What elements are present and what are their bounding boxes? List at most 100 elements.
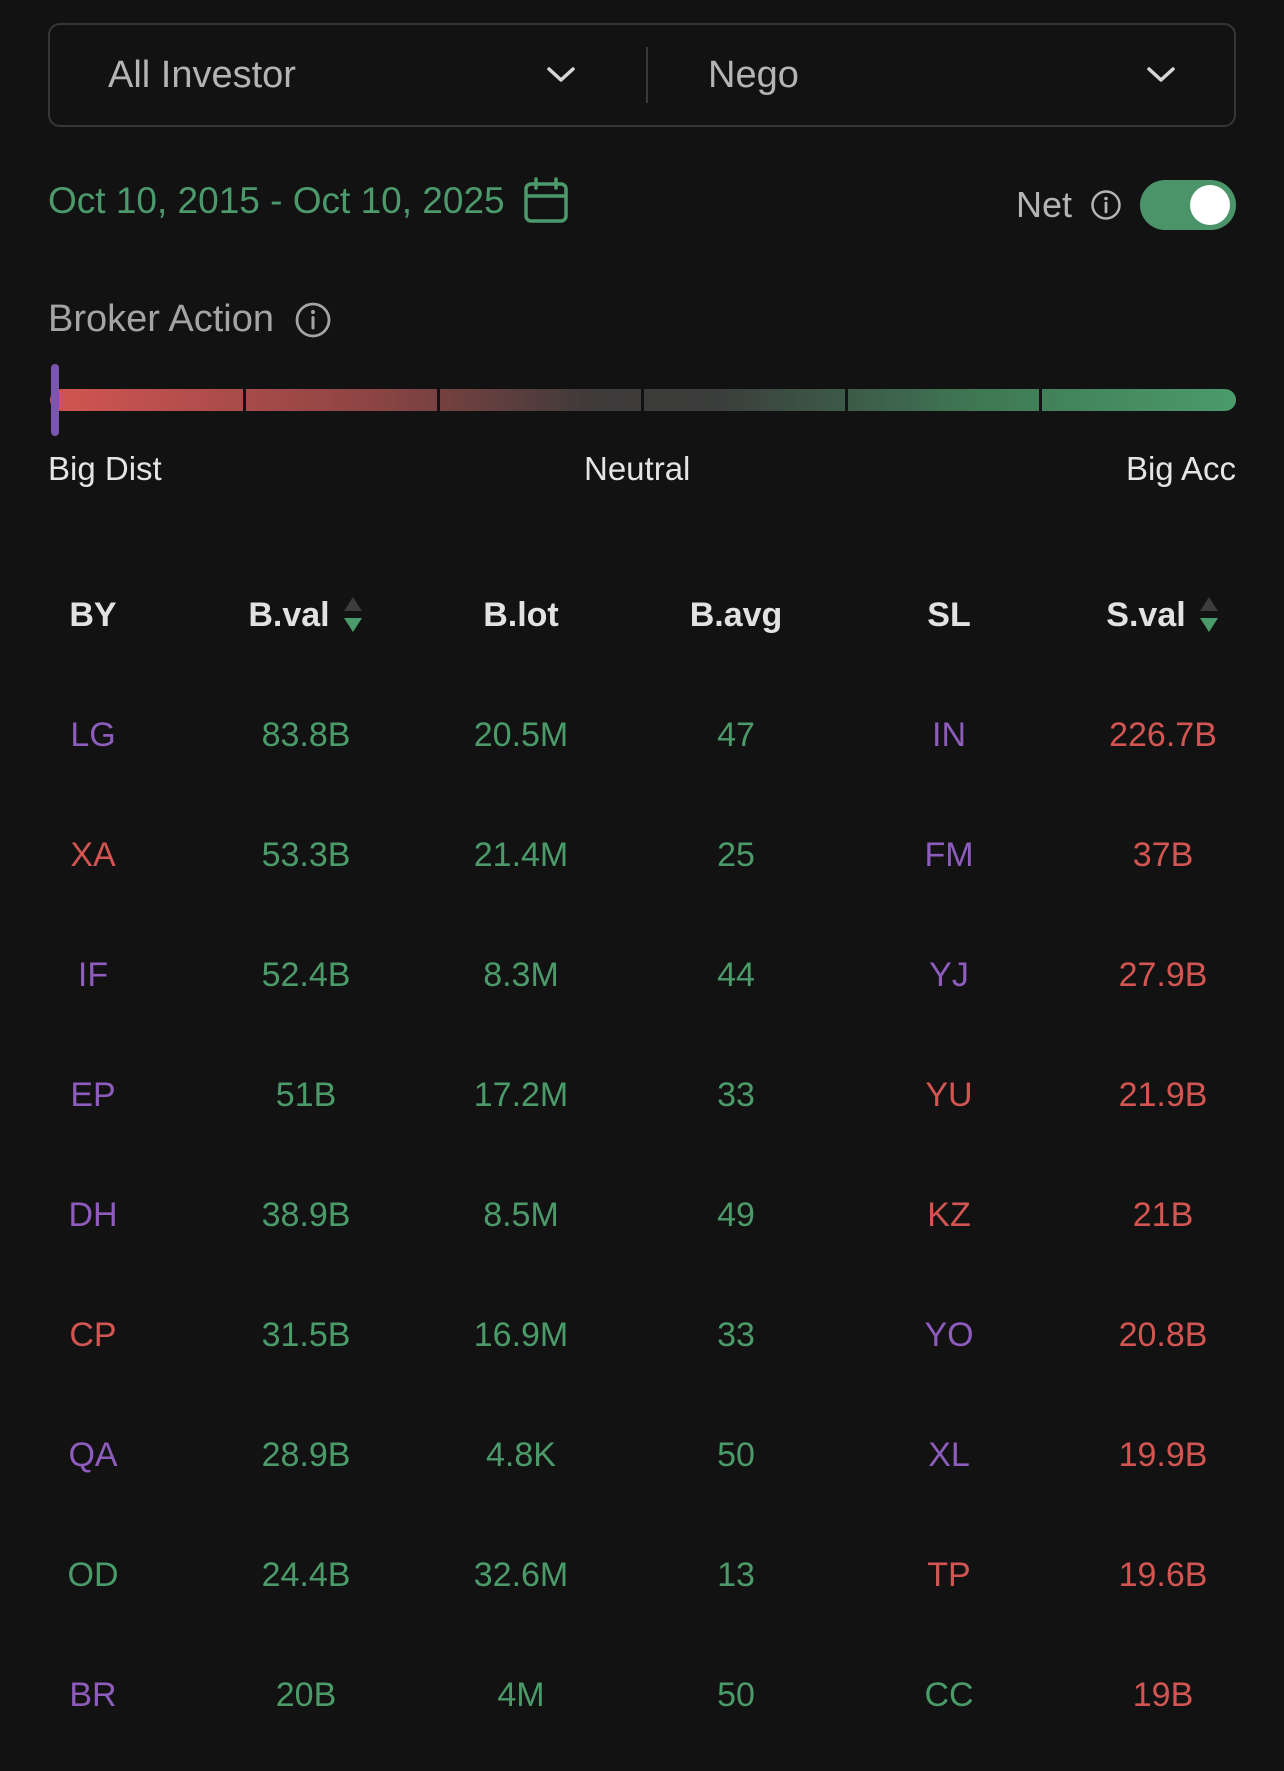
buy-average: 25 <box>717 835 755 874</box>
market-dropdown[interactable]: Nego <box>648 25 1234 125</box>
buy-lot: 4M <box>497 1675 545 1714</box>
column-header-bavg: B.avg <box>689 595 783 634</box>
sort-descending-icon[interactable] <box>342 595 364 635</box>
seller-code[interactable]: YU <box>925 1075 973 1114</box>
net-label: Net <box>1015 184 1072 225</box>
buy-average: 44 <box>717 955 755 994</box>
net-toggle[interactable] <box>1140 180 1236 230</box>
gauge-segment-divider <box>437 389 440 411</box>
seller-code[interactable]: IN <box>932 715 966 754</box>
buy-average: 47 <box>717 715 755 754</box>
sell-value: 19.6B <box>1118 1555 1208 1594</box>
buy-value: 83.8B <box>261 715 351 754</box>
buy-average: 50 <box>717 1675 755 1714</box>
buy-value: 28.9B <box>261 1435 351 1474</box>
gauge-label-big-dist: Big Dist <box>48 450 162 487</box>
gauge-segment-divider <box>1039 389 1042 411</box>
sell-value: 21.9B <box>1118 1075 1208 1114</box>
chevron-down-icon <box>1144 58 1178 92</box>
sort-descending-icon[interactable] <box>1198 595 1220 635</box>
filter-divider <box>646 47 648 103</box>
table-row[interactable]: QA 28.9B 4.8K 50 XL 19.9B <box>0 1395 1284 1515</box>
toggle-knob <box>1190 185 1230 225</box>
column-header-sval[interactable]: S.val <box>1042 555 1284 675</box>
filter-bar: All Investor Nego <box>48 23 1236 127</box>
sell-value: 37B <box>1132 835 1194 874</box>
net-control: Net <box>1016 180 1236 230</box>
investor-dropdown-label: All Investor <box>108 53 296 96</box>
gauge-indicator <box>51 364 59 436</box>
gauge-label-neutral: Neutral <box>584 450 691 487</box>
broker-summary-table: BY B.val B.lot B.avg SL S.val <box>0 555 1284 1755</box>
buyer-code[interactable]: QA <box>68 1435 118 1474</box>
buyer-code[interactable]: LG <box>70 715 116 754</box>
buy-average: 49 <box>717 1195 755 1234</box>
buyer-code[interactable]: EP <box>70 1075 116 1114</box>
buy-lot: 17.2M <box>473 1075 569 1114</box>
gauge-label-big-acc: Big Acc <box>1125 450 1236 487</box>
seller-code[interactable]: FM <box>924 835 974 874</box>
buy-lot: 21.4M <box>473 835 569 874</box>
buy-value: 31.5B <box>261 1315 351 1354</box>
calendar-icon[interactable] <box>521 176 571 226</box>
sell-value: 20.8B <box>1118 1315 1208 1354</box>
table-row[interactable]: BR 20B 4M 50 CC 19B <box>0 1635 1284 1755</box>
seller-code[interactable]: CC <box>924 1675 974 1714</box>
seller-code[interactable]: YJ <box>929 955 969 994</box>
buyer-code[interactable]: CP <box>69 1315 117 1354</box>
buy-lot: 4.8K <box>486 1435 556 1474</box>
sell-value: 226.7B <box>1109 715 1217 754</box>
sell-value: 21B <box>1132 1195 1194 1234</box>
seller-code[interactable]: KZ <box>927 1195 971 1234</box>
column-header-sval-label: S.val <box>1106 595 1186 634</box>
buy-lot: 20.5M <box>473 715 569 754</box>
buy-value: 53.3B <box>261 835 351 874</box>
seller-code[interactable]: YO <box>924 1315 974 1354</box>
market-dropdown-label: Nego <box>708 53 799 96</box>
table-row[interactable]: EP 51B 17.2M 33 YU 21.9B <box>0 1035 1284 1155</box>
buyer-code[interactable]: BR <box>69 1675 117 1714</box>
table-row[interactable]: DH 38.9B 8.5M 49 KZ 21B <box>0 1155 1284 1275</box>
gauge-segment-divider <box>243 389 246 411</box>
table-row[interactable]: XA 53.3B 21.4M 25 FM 37B <box>0 795 1284 915</box>
buy-value: 24.4B <box>261 1555 351 1594</box>
column-header-blot: B.lot <box>483 595 559 634</box>
gauge-segment-divider <box>845 389 848 411</box>
table-row[interactable]: IF 52.4B 8.3M 44 YJ 27.9B <box>0 915 1284 1035</box>
sell-value: 27.9B <box>1118 955 1208 994</box>
seller-code[interactable]: TP <box>927 1555 971 1594</box>
info-icon[interactable] <box>1090 189 1122 221</box>
info-icon[interactable] <box>294 301 332 339</box>
sell-value: 19B <box>1132 1675 1194 1714</box>
buy-average: 33 <box>717 1075 755 1114</box>
buy-average: 50 <box>717 1435 755 1474</box>
table-row[interactable]: CP 31.5B 16.9M 33 YO 20.8B <box>0 1275 1284 1395</box>
gauge-segment-divider <box>641 389 644 411</box>
investor-dropdown[interactable]: All Investor <box>50 25 646 125</box>
buy-lot: 8.3M <box>483 955 559 994</box>
buy-lot: 32.6M <box>473 1555 569 1594</box>
column-header-bval-label: B.val <box>248 595 330 634</box>
column-header-bval[interactable]: B.val <box>186 555 426 675</box>
buy-value: 38.9B <box>261 1195 351 1234</box>
table-row[interactable]: OD 24.4B 32.6M 13 TP 19.6B <box>0 1515 1284 1635</box>
table-row[interactable]: LG 83.8B 20.5M 47 IN 226.7B <box>0 675 1284 795</box>
column-header-by: BY <box>69 595 117 634</box>
buyer-code[interactable]: DH <box>68 1195 118 1234</box>
buy-lot: 8.5M <box>483 1195 559 1234</box>
table-header-row: BY B.val B.lot B.avg SL S.val <box>0 555 1284 675</box>
buyer-code[interactable]: XA <box>70 835 116 874</box>
seller-code[interactable]: XL <box>928 1435 970 1474</box>
date-range-label: Oct 10, 2015 - Oct 10, 2025 <box>48 180 505 221</box>
broker-action-header: Broker Action <box>48 298 332 341</box>
buy-value: 52.4B <box>261 955 351 994</box>
buyer-code[interactable]: OD <box>67 1555 119 1594</box>
buy-average: 33 <box>717 1315 755 1354</box>
broker-action-title: Broker Action <box>48 298 274 340</box>
chevron-down-icon <box>544 58 578 92</box>
buyer-code[interactable]: IF <box>77 955 109 994</box>
column-header-sl: SL <box>927 595 971 634</box>
date-range-picker[interactable]: Oct 10, 2015 - Oct 10, 2025 <box>48 176 571 226</box>
buy-value: 51B <box>275 1075 337 1114</box>
sell-value: 19.9B <box>1118 1435 1208 1474</box>
